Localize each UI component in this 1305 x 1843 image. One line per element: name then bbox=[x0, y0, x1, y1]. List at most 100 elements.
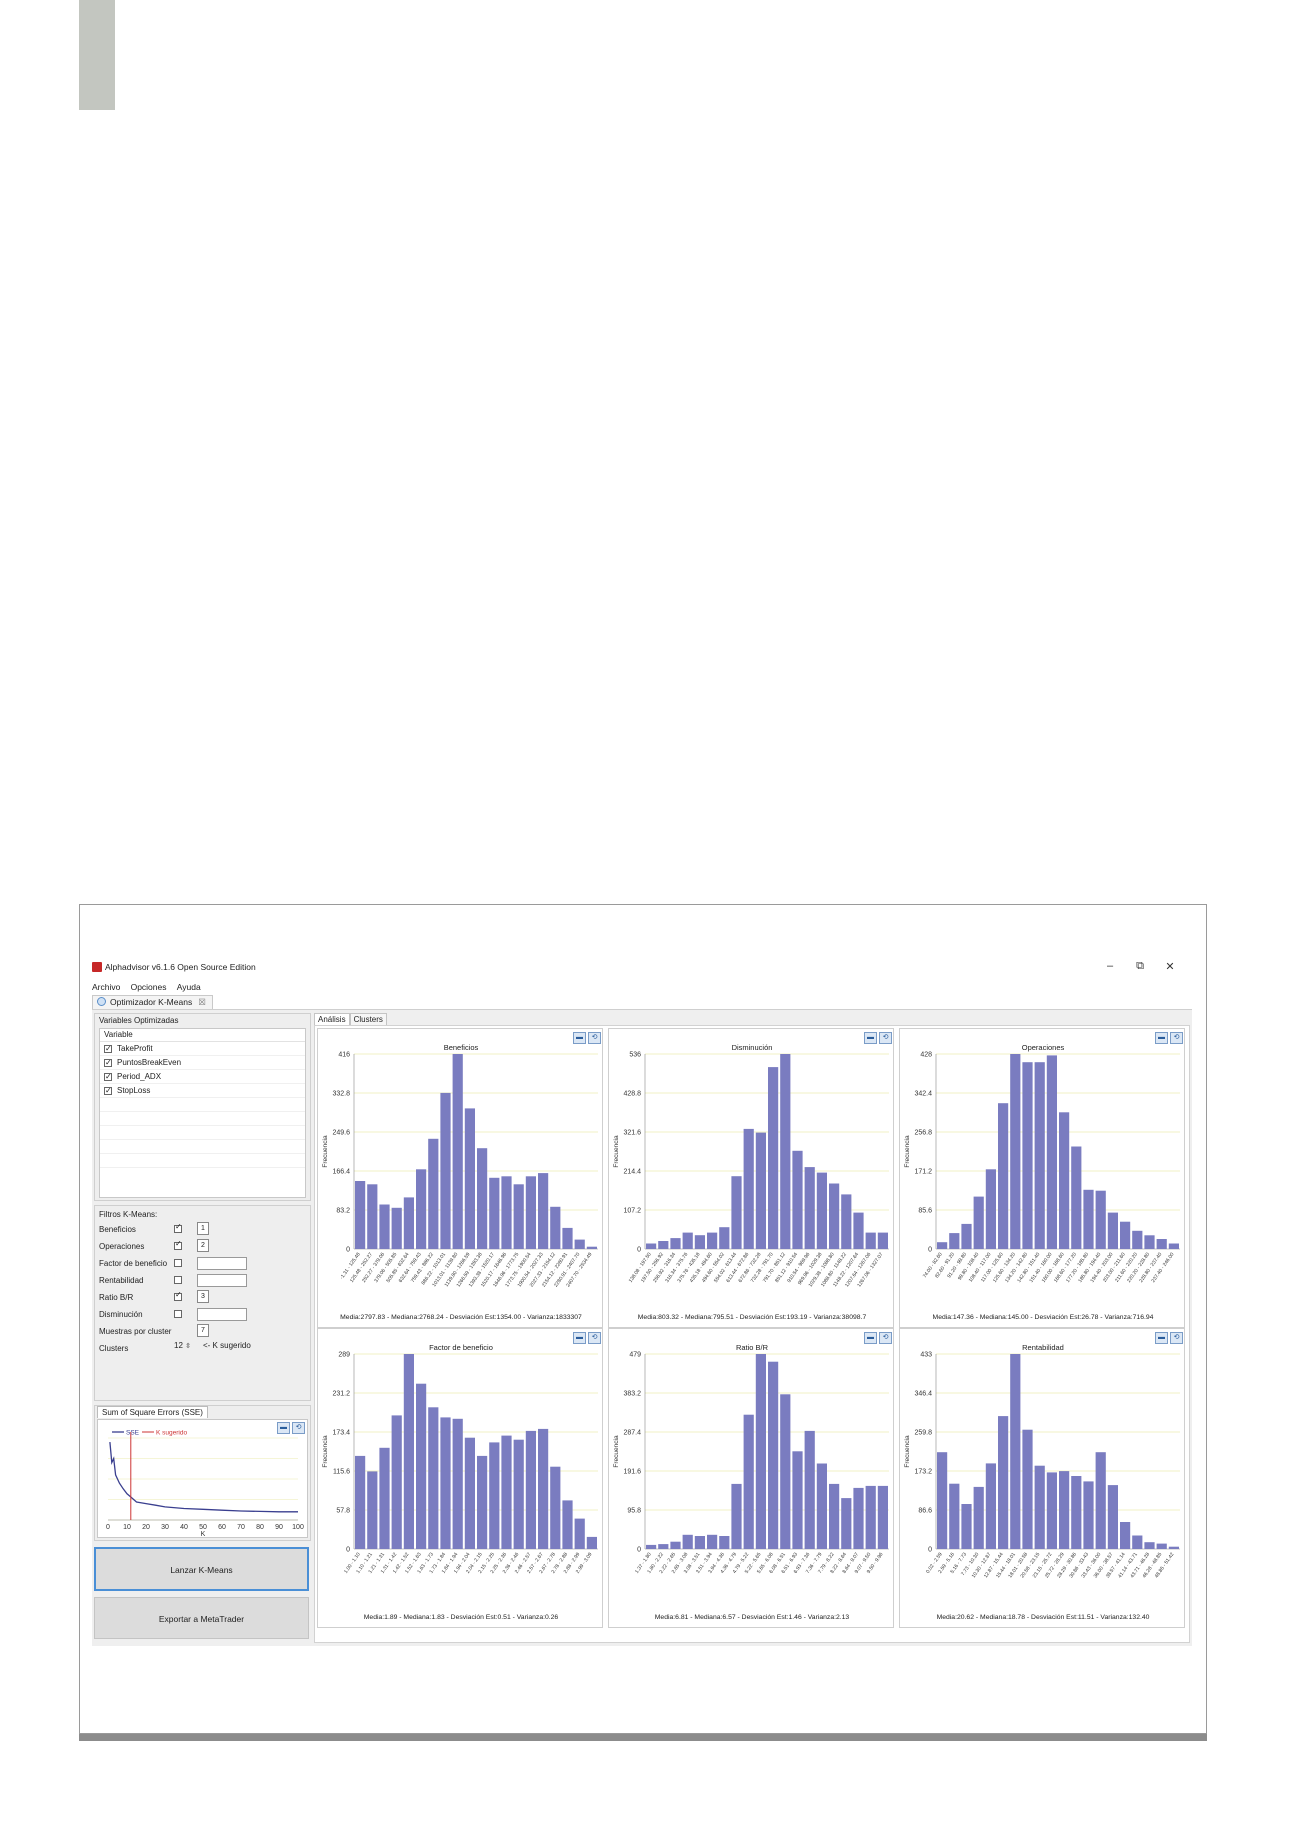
legend-sse-label: SSE bbox=[126, 1430, 140, 1437]
save-chart-icon[interactable]: ▬ bbox=[1155, 1032, 1168, 1044]
histogram-bar bbox=[646, 1243, 657, 1249]
menu-opciones[interactable]: Opciones bbox=[130, 982, 167, 992]
variable-row-takeprofit[interactable]: TakeProfit bbox=[100, 1042, 305, 1056]
variable-row-stoploss[interactable]: StopLoss bbox=[100, 1084, 305, 1098]
histogram-bar bbox=[1046, 1055, 1057, 1249]
histogram-bar bbox=[1059, 1112, 1070, 1249]
application-window: Alphadvisor v6.1.6 Open Source Edition –… bbox=[92, 960, 1192, 1646]
refresh-chart-icon[interactable]: ⟲ bbox=[879, 1032, 892, 1044]
filter-checkbox[interactable] bbox=[174, 1290, 182, 1301]
variable-row-empty bbox=[100, 1140, 305, 1154]
clusters-spinner[interactable]: 12 ⇳ bbox=[174, 1341, 191, 1350]
histogram-bar bbox=[1095, 1190, 1106, 1249]
tab-optimizador-kmeans[interactable]: Optimizador K-Means ☒ bbox=[92, 995, 213, 1009]
filter-checkbox[interactable] bbox=[174, 1259, 182, 1267]
histogram-bar bbox=[682, 1232, 693, 1249]
chart-title: Factor de beneficio bbox=[429, 1343, 493, 1352]
refresh-chart-icon[interactable]: ⟲ bbox=[588, 1032, 601, 1044]
export-metatrader-button[interactable]: Exportar a MetaTrader bbox=[94, 1597, 309, 1639]
histogram-bar bbox=[1156, 1239, 1167, 1249]
samples-field[interactable]: 7 bbox=[197, 1324, 209, 1337]
sse-tick-label: 10 bbox=[123, 1524, 131, 1531]
y-tick-label: 346.4 bbox=[914, 1391, 932, 1398]
y-tick-label: 536 bbox=[629, 1052, 641, 1059]
histogram-bar bbox=[1132, 1230, 1143, 1249]
sse-tick-label: 100 bbox=[292, 1524, 304, 1531]
histogram-bar bbox=[743, 1128, 754, 1249]
histogram-bar bbox=[1120, 1522, 1131, 1549]
histogram-bar bbox=[403, 1354, 414, 1549]
filter-order-field[interactable] bbox=[197, 1274, 247, 1287]
filter-order-field[interactable] bbox=[197, 1308, 247, 1321]
refresh-chart-icon[interactable]: ⟲ bbox=[879, 1332, 892, 1344]
filter-order[interactable]: 2 bbox=[197, 1239, 209, 1252]
chart-stats: Media:2797.83 - Mediana:2768.24 - Desvia… bbox=[340, 1314, 582, 1321]
refresh-chart-icon[interactable]: ⟲ bbox=[1170, 1032, 1183, 1044]
filter-checkbox[interactable] bbox=[174, 1222, 182, 1233]
launch-kmeans-button[interactable]: Lanzar K-Means bbox=[94, 1547, 309, 1591]
spinner-arrows-icon[interactable]: ⇳ bbox=[185, 1343, 192, 1350]
sse-tick-label: 90 bbox=[275, 1524, 283, 1531]
menu-archivo[interactable]: Archivo bbox=[92, 982, 121, 992]
save-chart-icon[interactable]: ▬ bbox=[864, 1032, 877, 1044]
menu-ayuda[interactable]: Ayuda bbox=[176, 982, 201, 992]
analysis-tabs: Análisis Clusters bbox=[314, 1013, 387, 1025]
refresh-chart-icon[interactable]: ⟲ bbox=[1170, 1332, 1183, 1344]
checkbox[interactable] bbox=[104, 1042, 112, 1055]
filter-checkbox[interactable] bbox=[174, 1276, 182, 1284]
histogram-bar bbox=[865, 1485, 876, 1549]
variable-row-period-adx[interactable]: Period_ADX bbox=[100, 1070, 305, 1084]
histogram-grid: 0 83.2 166.4 249.6 332.8 416 Frecuencia -1.31 -… bbox=[314, 1025, 1190, 1643]
restore-icon[interactable]: ⧉ bbox=[1136, 960, 1144, 972]
histogram-bar bbox=[780, 1054, 791, 1249]
filter-checkbox[interactable] bbox=[174, 1310, 182, 1318]
sse-tab[interactable]: Sum of Square Errors (SSE) bbox=[97, 1406, 208, 1418]
histogram-bar bbox=[379, 1204, 390, 1249]
checkbox[interactable] bbox=[104, 1084, 112, 1097]
histogram-bar bbox=[841, 1194, 852, 1249]
histogram-bar bbox=[379, 1447, 390, 1549]
variable-label: Period_ADX bbox=[117, 1072, 162, 1081]
y-tick-label: 0 bbox=[928, 1247, 932, 1254]
minimize-icon[interactable]: – bbox=[1106, 960, 1114, 972]
save-chart-icon[interactable]: ▬ bbox=[864, 1332, 877, 1344]
y-tick-label: 332.8 bbox=[332, 1091, 350, 1098]
save-chart-icon[interactable]: ▬ bbox=[573, 1332, 586, 1344]
y-tick-label: 433 bbox=[920, 1352, 932, 1359]
filter-checkbox[interactable] bbox=[174, 1239, 182, 1250]
histogram-bar bbox=[768, 1067, 779, 1249]
histogram-bar bbox=[1144, 1542, 1155, 1549]
filter-order[interactable]: 1 bbox=[197, 1222, 209, 1235]
chart-stats: Media:803.32 - Mediana:795.51 - Desviaci… bbox=[637, 1314, 867, 1321]
variable-row-puntosbreakeven[interactable]: PuntosBreakEven bbox=[100, 1056, 305, 1070]
histogram-bar bbox=[477, 1455, 488, 1549]
close-icon[interactable]: ✕ bbox=[1165, 961, 1175, 973]
left-panel: Variables Optimizadas Variable TakeProfi… bbox=[94, 1013, 311, 1639]
histogram-bar bbox=[1107, 1485, 1118, 1549]
refresh-chart-icon[interactable]: ⟲ bbox=[588, 1332, 601, 1344]
sse-tick-label: 70 bbox=[237, 1524, 245, 1531]
tab-close-icon[interactable]: ☒ bbox=[198, 997, 206, 1007]
save-chart-icon[interactable]: ▬ bbox=[573, 1032, 586, 1044]
histogram-bar bbox=[829, 1483, 840, 1549]
histogram-bar bbox=[574, 1518, 585, 1549]
save-chart-icon[interactable]: ▬ bbox=[1155, 1332, 1168, 1344]
histogram-bar bbox=[682, 1534, 693, 1549]
checkbox[interactable] bbox=[104, 1070, 112, 1083]
histogram-bar bbox=[719, 1227, 730, 1249]
sse-x-label: K bbox=[201, 1531, 206, 1537]
filter-order[interactable]: 3 bbox=[197, 1290, 209, 1303]
clusters-value[interactable]: 12 bbox=[174, 1341, 183, 1350]
filter-order-field[interactable] bbox=[197, 1257, 247, 1270]
histogram-bar bbox=[949, 1233, 960, 1249]
checkbox[interactable] bbox=[104, 1056, 112, 1069]
y-tick-label: 0 bbox=[637, 1247, 641, 1254]
y-tick-label: 287.4 bbox=[623, 1430, 641, 1437]
y-tick-label: 173.4 bbox=[332, 1430, 350, 1437]
tab-clusters[interactable]: Clusters bbox=[349, 1013, 387, 1025]
save-chart-icon[interactable]: ▬ bbox=[277, 1422, 290, 1434]
histogram-bar bbox=[804, 1167, 815, 1249]
tab-analisis[interactable]: Análisis bbox=[314, 1013, 350, 1025]
samples-label: Muestras por cluster bbox=[99, 1326, 172, 1336]
refresh-chart-icon[interactable]: ⟲ bbox=[292, 1422, 305, 1434]
